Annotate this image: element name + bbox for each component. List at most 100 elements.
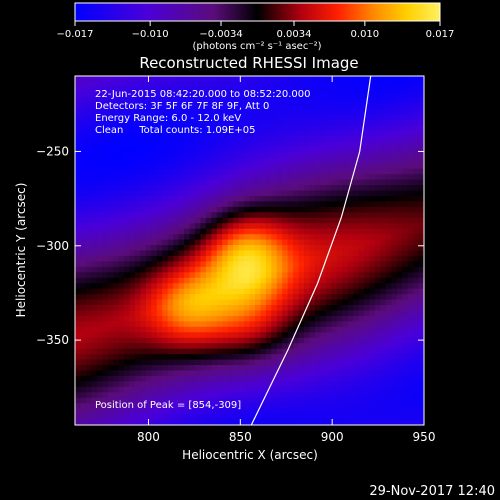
heatmap-cell: [145, 315, 152, 322]
heatmap-cell: [380, 185, 387, 192]
heatmap-cell: [402, 403, 409, 410]
heatmap-cell: [265, 245, 272, 252]
heatmap-cell: [184, 103, 191, 110]
heatmap-cell: [260, 86, 267, 93]
heatmap-cell: [107, 359, 114, 366]
heatmap-cell: [287, 206, 294, 213]
heatmap-cell: [167, 146, 174, 153]
heatmap-cell: [124, 174, 131, 181]
heatmap-cell: [205, 266, 212, 273]
heatmap-cell: [314, 294, 321, 301]
heatmap-cell: [151, 348, 158, 355]
heatmap-cell: [194, 348, 202, 355]
heatmap-cell: [118, 392, 125, 399]
heatmap-cell: [369, 272, 376, 279]
heatmap-cell: [396, 392, 403, 399]
heatmap-cell: [254, 392, 261, 399]
heatmap-cell: [113, 239, 120, 246]
heatmap-cell: [80, 135, 87, 143]
heatmap-cell: [336, 97, 343, 104]
heatmap-cell: [173, 146, 180, 153]
heatmap-cell: [173, 152, 180, 159]
heatmap-cell: [238, 343, 245, 350]
heatmap-cell: [211, 114, 218, 121]
heatmap-cell: [396, 168, 403, 175]
heatmap-cell: [238, 403, 245, 410]
heatmap-cell: [413, 272, 420, 279]
heatmap-cell: [124, 103, 131, 110]
heatmap-cell: [189, 86, 196, 93]
heatmap-cell: [167, 190, 174, 197]
heatmap-cell: [385, 76, 392, 83]
heatmap-cell: [353, 97, 360, 104]
heatmap-cell: [178, 125, 185, 132]
heatmap-cell: [200, 103, 207, 110]
heatmap-cell: [364, 157, 371, 164]
heatmap-cell: [298, 392, 305, 399]
heatmap-cell: [173, 228, 180, 235]
heatmap-cell: [342, 375, 349, 382]
heatmap-cell: [369, 130, 376, 137]
heatmap-cell: [216, 206, 223, 213]
heatmap-cell: [113, 348, 120, 355]
heatmap-cell: [418, 174, 424, 181]
heatmap-cell: [260, 108, 267, 115]
heatmap-cell: [194, 299, 202, 306]
heatmap-cell: [205, 81, 212, 88]
heatmap-cell: [167, 108, 174, 115]
heatmap-cell: [369, 321, 376, 328]
heatmap-cell: [91, 386, 98, 393]
heatmap-cell: [194, 414, 202, 421]
heatmap-cell: [402, 201, 409, 208]
heatmap-cell: [358, 255, 365, 262]
heatmap-cell: [298, 174, 305, 181]
heatmap-cell: [222, 337, 229, 344]
heatmap-cell: [336, 86, 343, 93]
heatmap-cell: [342, 135, 349, 143]
heatmap-cell: [276, 250, 283, 257]
heatmap-cell: [358, 277, 365, 284]
heatmap-cell: [276, 375, 283, 382]
heatmap-cell: [211, 272, 218, 279]
heatmap-cell: [102, 157, 109, 164]
heatmap-cell: [102, 206, 109, 213]
heatmap-cell: [407, 157, 414, 164]
heatmap-cell: [380, 392, 387, 399]
heatmap-cell: [96, 245, 103, 252]
heatmap-cell: [156, 370, 163, 377]
heatmap-cell: [194, 163, 202, 170]
heatmap-cell: [353, 337, 360, 344]
heatmap-cell: [336, 408, 343, 415]
heatmap-cell: [216, 195, 223, 203]
heatmap-cell: [293, 201, 300, 208]
heatmap-cell: [413, 365, 420, 372]
heatmap-cell: [156, 250, 163, 257]
heatmap-cell: [396, 174, 403, 181]
heatmap-cell: [380, 294, 387, 301]
heatmap-cell: [162, 206, 169, 213]
heatmap-cell: [331, 348, 338, 355]
heatmap-cell: [265, 108, 272, 115]
heatmap-cell: [200, 321, 207, 328]
heatmap-cell: [173, 359, 180, 366]
heatmap-cell: [96, 141, 103, 148]
heatmap-cell: [238, 245, 245, 252]
heatmap-cell: [205, 321, 212, 328]
heatmap-cell: [167, 332, 174, 339]
heatmap-cell: [134, 125, 142, 132]
heatmap-cell: [244, 365, 251, 372]
heatmap-cell: [325, 163, 332, 170]
heatmap-cell: [162, 185, 169, 192]
peak-position-label: Position of Peak = [854,-309]: [95, 400, 241, 411]
heatmap-cell: [227, 397, 234, 404]
heatmap-cell: [189, 370, 196, 377]
heatmap-cell: [358, 190, 365, 197]
heatmap-cell: [227, 86, 234, 93]
heatmap-cell: [233, 81, 240, 88]
heatmap-cell: [151, 386, 158, 393]
heatmap-cell: [124, 261, 131, 268]
heatmap-cell: [385, 337, 392, 344]
heatmap-cell: [331, 141, 338, 148]
heatmap-cell: [184, 119, 191, 126]
heatmap-cell: [254, 92, 261, 99]
